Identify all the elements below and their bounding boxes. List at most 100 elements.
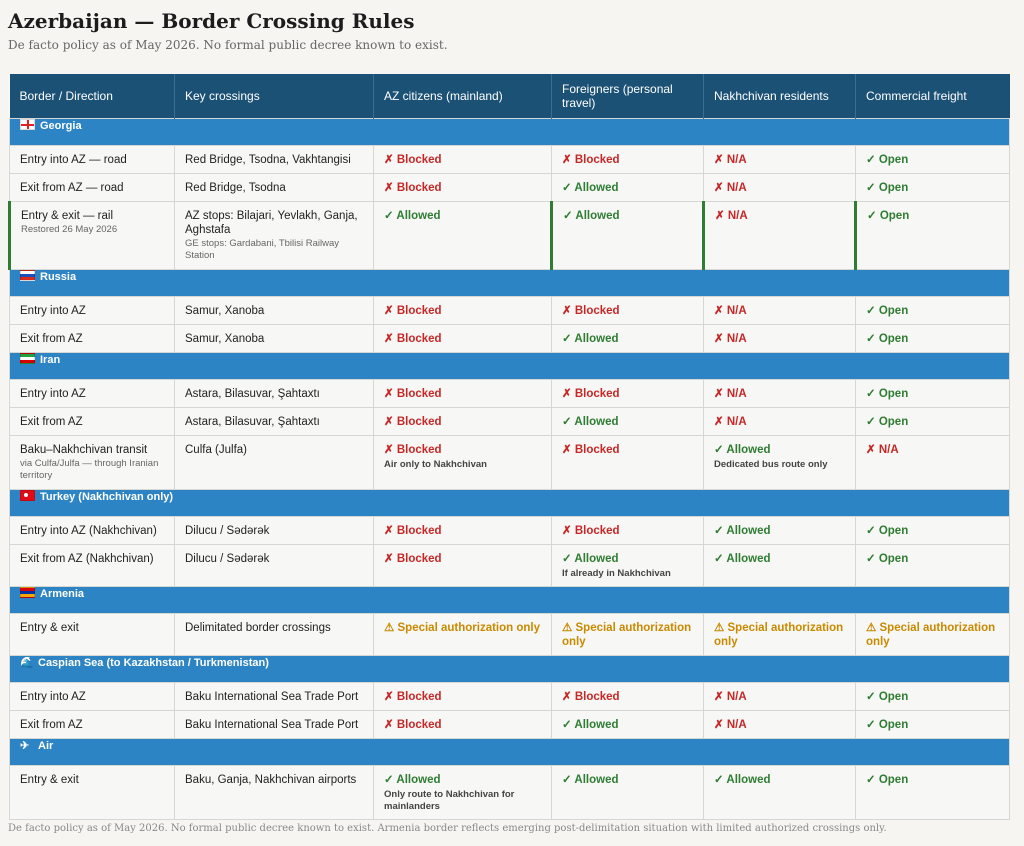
status-open: ✓ Open — [866, 416, 909, 428]
status-open: ✓ Open — [866, 719, 909, 731]
status-blocked: ✗ Blocked — [384, 416, 442, 428]
foreign-status-cell: ✗ Blocked — [551, 682, 704, 711]
status-allowed: ✓ Allowed — [384, 774, 441, 786]
nakh-status-cell: ✗ N/A — [703, 324, 856, 353]
direction-cell: Entry & exit — rail Restored 26 May 2026 — [8, 201, 175, 270]
section-russia: Russia — [9, 269, 1010, 297]
status-allowed: ✓ Allowed — [562, 719, 619, 731]
nakh-status-cell: ✓ Allowed Dedicated bus route only — [703, 435, 856, 490]
crossings-text: Red Bridge, Tsodna, Vakhtangisi — [185, 154, 351, 166]
status-open: ✓ Open — [866, 182, 909, 194]
status-blocked: ✗ Blocked — [384, 305, 442, 317]
crossings-cell: Dilucu / Sədərək — [174, 544, 374, 587]
crossings-cell: Baku, Ganja, Nakhchivan airports — [174, 765, 374, 820]
status-na: ✗ N/A — [714, 388, 747, 400]
direction-cell: Exit from AZ (Nakhchivan) — [9, 544, 175, 587]
status-allowed: ✓ Allowed — [384, 210, 441, 222]
direction-text: Exit from AZ — road — [20, 182, 124, 194]
status-allowed: ✓ Allowed — [562, 416, 619, 428]
status-allowed: ✓ Allowed — [562, 774, 619, 786]
column-header-freight: Commercial freight — [855, 74, 1010, 119]
direction-text: Entry into AZ — [20, 305, 86, 317]
status-allowed: ✓ Allowed — [714, 525, 771, 537]
table-row: Entry into AZ Baku International Sea Tra… — [9, 682, 1010, 711]
az-status-cell: ✗ Blocked Air only to Nakhchivan — [373, 435, 552, 490]
foreign-status-cell: ✗ Blocked — [551, 145, 704, 174]
status-blocked: ✗ Blocked — [562, 305, 620, 317]
freight-status-cell: ✓ Open — [855, 173, 1010, 202]
crossings-text: Dilucu / Sədərək — [185, 553, 270, 565]
crossings-text: Baku, Ganja, Nakhchivan airports — [185, 774, 357, 786]
status-note: If already in Nakhchivan — [562, 568, 671, 579]
direction-text: Exit from AZ (Nakhchivan) — [20, 553, 154, 565]
nakh-status-cell: ✓ Allowed — [703, 765, 856, 820]
crossings-cell: Dilucu / Sədərək — [174, 516, 374, 545]
freight-status-cell: ✓ Open — [855, 145, 1010, 174]
nakh-status-cell: ✗ N/A — [703, 407, 856, 436]
status-blocked: ✗ Blocked — [384, 388, 442, 400]
column-header-direction: Border / Direction — [9, 74, 175, 119]
section-caspian: 🌊 Caspian Sea (to Kazakhstan / Turkmenist… — [9, 655, 1010, 683]
foreign-status-cell: ✓ Allowed — [551, 324, 704, 353]
table-row: Exit from AZ — road Red Bridge, Tsodna ✗… — [9, 173, 1010, 202]
status-blocked: ✗ Blocked — [562, 388, 620, 400]
foreign-status-cell: ✗ Blocked — [551, 516, 704, 545]
russia-flag-icon — [20, 270, 35, 281]
freight-status-cell: ✓ Open — [855, 710, 1010, 739]
status-na: ✗ N/A — [714, 182, 747, 194]
section-label: Caspian Sea (to Kazakhstan / Turkmenista… — [38, 657, 269, 669]
direction-text: Exit from AZ — [20, 719, 83, 731]
nakh-status-cell: ✓ Allowed — [703, 516, 856, 545]
direction-cell: Entry into AZ — road — [9, 145, 175, 174]
crossings-cell: Red Bridge, Tsodna — [174, 173, 374, 202]
foreign-status-cell: ✓ Allowed If already in Nakhchivan — [551, 544, 704, 587]
direction-text: Entry & exit — [20, 774, 79, 786]
table-row: Exit from AZ (Nakhchivan) Dilucu / Sədər… — [9, 544, 1010, 587]
foreign-status-cell: ⚠ Special authorization only — [551, 613, 704, 656]
status-na: ✗ N/A — [714, 305, 747, 317]
direction-text: Exit from AZ — [20, 416, 83, 428]
nakh-status-cell: ✗ N/A — [703, 710, 856, 739]
crossings-cell: AZ stops: Bilajari, Yevlakh, Ganja, Aghs… — [174, 201, 374, 270]
border-rules-table: Border / Direction Key crossings AZ citi… — [8, 74, 1010, 820]
az-status-cell: ✗ Blocked — [373, 145, 552, 174]
section-armenia: Armenia — [9, 586, 1010, 614]
direction-cell: Entry into AZ — [9, 379, 175, 408]
freight-status-cell: ✓ Open — [855, 407, 1010, 436]
crossings-cell: Baku International Sea Trade Port — [174, 710, 374, 739]
section-label: Russia — [40, 271, 77, 283]
crossings-cell: Samur, Xanoba — [174, 324, 374, 353]
freight-status-cell: ✓ Open — [855, 324, 1010, 353]
direction-text: Entry into AZ — [20, 388, 86, 400]
status-open: ✓ Open — [866, 305, 909, 317]
status-blocked: ✗ Blocked — [562, 444, 620, 456]
column-header-nakhchivan: Nakhchivan residents — [703, 74, 856, 119]
status-open: ✓ Open — [867, 210, 910, 222]
direction-cell: Entry into AZ — [9, 682, 175, 711]
direction-cell: Exit from AZ — [9, 710, 175, 739]
az-status-cell: ✗ Blocked — [373, 516, 552, 545]
footnote: De facto policy as of May 2026. No forma… — [8, 823, 887, 834]
status-blocked: ✗ Blocked — [384, 553, 442, 565]
direction-subtext: via Culfa/Julfa — through Iranian territ… — [20, 458, 159, 481]
status-blocked: ✗ Blocked — [384, 444, 442, 456]
status-open: ✓ Open — [866, 553, 909, 565]
table-row: Entry into AZ Astara, Bilasuvar, Şahtaxt… — [9, 379, 1010, 408]
az-status-cell: ✗ Blocked — [373, 407, 552, 436]
freight-status-cell: ✓ Open — [855, 544, 1010, 587]
table-row: Entry & exit Baku, Ganja, Nakhchivan air… — [9, 765, 1010, 820]
foreign-status-cell: ✓ Allowed — [551, 710, 704, 739]
az-status-cell: ⚠ Special authorization only — [373, 613, 552, 656]
direction-text: Entry into AZ — road — [20, 154, 127, 166]
freight-status-cell: ✓ Open — [855, 516, 1010, 545]
table-row: Entry into AZ — road Red Bridge, Tsodna,… — [9, 145, 1010, 174]
status-allowed: ✓ Allowed — [562, 182, 619, 194]
table-row: Exit from AZ Baku International Sea Trad… — [9, 710, 1010, 739]
az-status-cell: ✗ Blocked — [373, 710, 552, 739]
page-title: Azerbaijan — Border Crossing Rules — [8, 9, 415, 33]
status-note: Air only to Nakhchivan — [384, 459, 487, 470]
foreign-status-cell: ✗ Blocked — [551, 296, 704, 325]
iran-flag-icon — [20, 353, 35, 364]
direction-text: Baku–Nakhchivan transit — [20, 444, 148, 456]
